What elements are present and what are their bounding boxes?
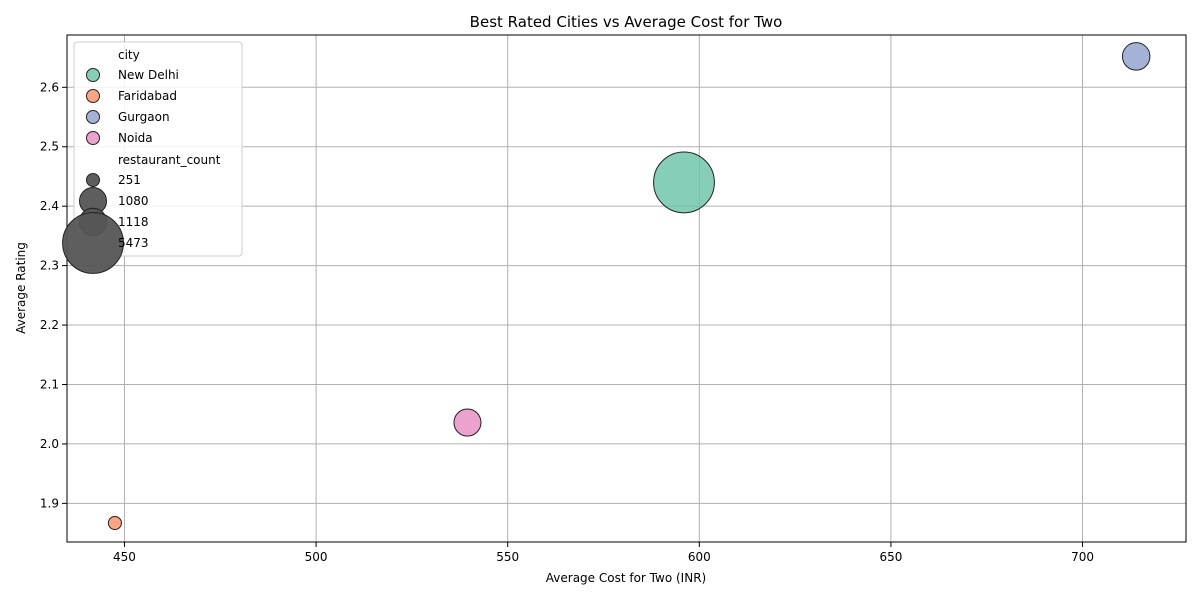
legend-hue-title: city [118,48,140,62]
chart-title: Best Rated Cities vs Average Cost for Tw… [470,13,783,31]
point-new-delhi [653,151,715,214]
legend-label-noida: Noida [118,131,153,145]
point-noida [453,408,482,437]
x-tick-label: 700 [1071,550,1094,564]
data-points [107,42,1151,530]
legend-size-marker [62,212,124,274]
legend-marker-noida [86,131,100,145]
y-tick-label: 2.0 [40,437,59,451]
y-tick-label: 2.3 [40,259,59,273]
legend-frame [73,41,243,257]
legend-size-title: restaurant_count [118,153,221,167]
legend-size-label: 251 [118,173,141,187]
y-tick-label: 2.6 [40,80,59,94]
legend-size-label: 1118 [118,215,149,229]
legend-label-new-delhi: New Delhi [118,68,179,82]
y-tick-label: 2.4 [40,199,59,213]
legend-size-label: 5473 [118,236,149,250]
legend-label-faridabad: Faridabad [118,89,177,103]
point-faridabad [107,515,122,530]
legend-label-gurgaon: Gurgaon [118,110,170,124]
y-tick-label: 2.5 [40,140,59,154]
x-axis-ticks: 450 500 550 600 650 700 [113,542,1094,564]
legend: city restaurant_count New Delhi Faridabad… [62,41,243,274]
x-tick-label: 450 [113,550,136,564]
y-axis-ticks: 1.9 2.0 2.1 2.2 2.3 2.4 2.5 2.6 [40,80,67,510]
y-axis-label: Average Rating [14,242,28,334]
x-tick-label: 650 [879,550,902,564]
x-tick-label: 600 [688,550,711,564]
y-tick-label: 2.2 [40,318,59,332]
x-tick-label: 550 [496,550,519,564]
point-gurgaon [1121,42,1151,71]
y-tick-label: 1.9 [40,496,59,510]
legend-size-label: 1080 [118,194,149,208]
x-axis-label: Average Cost for Two (INR) [546,571,706,585]
legend-size-marker [85,172,101,188]
y-tick-label: 2.1 [40,377,59,391]
plot-area-frame [66,34,1187,543]
legend-marker-gurgaon [86,110,100,124]
legend-marker-new-delhi [86,68,100,82]
legend-marker-faridabad [86,89,100,103]
grid [67,35,1186,542]
x-tick-label: 500 [305,550,328,564]
